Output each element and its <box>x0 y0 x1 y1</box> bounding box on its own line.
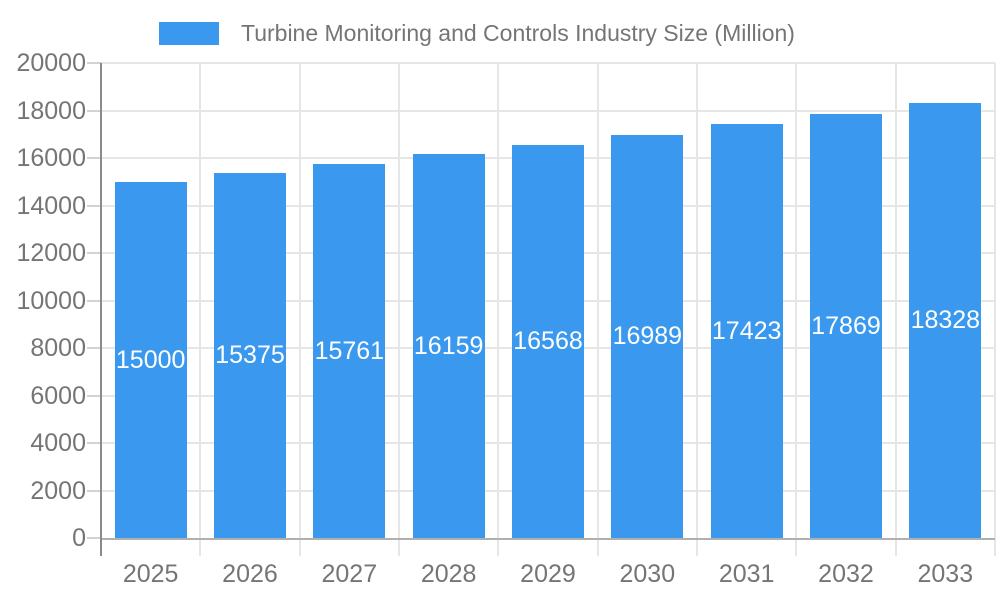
bar-value-label: 16989 <box>612 322 683 351</box>
y-axis-tick <box>87 157 101 159</box>
x-axis-tick-label: 2027 <box>321 560 378 588</box>
y-axis-tick <box>87 394 101 397</box>
x-gridline <box>298 63 301 556</box>
y-axis-tick <box>87 204 101 207</box>
y-axis-tick <box>87 299 101 302</box>
bar-value-label: 15375 <box>215 341 285 370</box>
y-axis-tick <box>87 347 101 349</box>
x-axis-tick-label: 2026 <box>222 560 278 588</box>
bar[interactable] <box>909 102 982 538</box>
bar-value-label: 15000 <box>115 345 186 374</box>
bar[interactable] <box>313 163 386 538</box>
y-axis-tick-label: 6000 <box>30 381 86 410</box>
bar-value-label: 16568 <box>513 327 583 356</box>
y-axis-tick-label: 2000 <box>30 476 86 505</box>
x-gridline <box>398 63 400 556</box>
x-gridline <box>696 63 698 556</box>
x-gridline <box>199 63 202 556</box>
y-axis-tick <box>87 537 101 539</box>
y-axis-tick-label: 10000 <box>16 286 86 315</box>
bar[interactable] <box>710 124 783 538</box>
bar-value-label: 17869 <box>811 311 881 340</box>
y-axis-tick-label: 14000 <box>16 191 86 220</box>
y-axis-tick-label: 20000 <box>16 49 86 77</box>
y-axis-tick <box>87 442 101 444</box>
bar-value-label: 16159 <box>413 332 484 361</box>
bar[interactable] <box>512 144 584 538</box>
legend-title: Turbine Monitoring and Controls Industry… <box>241 20 795 46</box>
x-axis-tick-label: 2032 <box>818 560 874 588</box>
y-axis-tick-label: 4000 <box>30 429 86 457</box>
y-axis-tick-label: 0 <box>72 524 86 552</box>
y-axis-tick <box>87 62 101 64</box>
x-axis-line <box>101 538 995 540</box>
bar-value-label: 15761 <box>314 336 385 365</box>
x-gridline <box>894 63 897 556</box>
x-axis-tick-label: 2028 <box>420 560 477 588</box>
x-axis-tick-label: 2031 <box>718 560 775 588</box>
x-gridline <box>994 63 996 556</box>
legend: Turbine Monitoring and Controls Industry… <box>159 22 795 45</box>
bar[interactable] <box>611 134 684 538</box>
bar-value-label: 18328 <box>910 306 981 335</box>
y-axis-tick-label: 16000 <box>16 144 86 172</box>
y-axis-tick-label: 12000 <box>16 239 86 267</box>
bar[interactable] <box>214 172 286 538</box>
y-axis-tick-label: 18000 <box>16 96 86 125</box>
y-axis-tick <box>87 109 101 112</box>
bar-value-label: 17423 <box>711 317 782 346</box>
bar[interactable] <box>114 181 187 538</box>
x-gridline <box>497 63 500 556</box>
y-axis-line <box>100 63 102 556</box>
y-axis-tick <box>87 489 101 492</box>
y-gridline <box>101 62 995 64</box>
x-axis-tick-label: 2033 <box>917 560 974 588</box>
x-axis-tick-label: 2025 <box>122 560 179 588</box>
x-gridline <box>795 63 798 556</box>
x-axis-tick-label: 2029 <box>520 560 576 588</box>
y-gridline <box>101 109 995 112</box>
legend-swatch <box>159 22 219 45</box>
x-axis-tick-label: 2030 <box>619 560 676 588</box>
x-gridline <box>596 63 599 556</box>
bar[interactable] <box>412 154 485 538</box>
y-axis-tick <box>87 252 101 254</box>
bar[interactable] <box>810 113 882 538</box>
y-axis-tick-label: 8000 <box>30 334 86 362</box>
